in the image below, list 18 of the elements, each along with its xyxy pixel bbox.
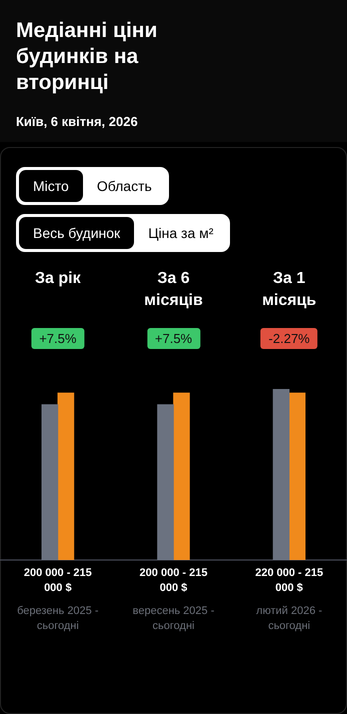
chart-title: Медіанні ціни будинків на вторинці <box>16 18 158 96</box>
text: 200 000 - 215 000 $ <box>22 566 93 596</box>
text: +7.5% <box>146 328 200 349</box>
text: березень 2025 - сьогодні <box>16 604 100 634</box>
text: -2.27% <box>260 328 318 349</box>
text: 220 000 - 215 000 $ <box>254 566 324 596</box>
x-tick-label: За 6 місяців <box>143 269 204 311</box>
text: Весь будинок <box>19 217 134 249</box>
chart-subtitle: Київ, 6 квітня, 2026 <box>16 114 138 129</box>
text: Область <box>96 177 153 196</box>
text: вересень 2025 - сьогодні <box>132 604 216 634</box>
x-tick-label: За 1 місяць <box>261 269 318 311</box>
text: Місто <box>19 170 83 202</box>
text: Ціна за м² <box>147 224 214 243</box>
text: 200 000 - 215 000 $ <box>138 566 208 596</box>
text: лютий 2026 - сьогодні <box>255 604 324 634</box>
x-tick-label: За рік <box>34 269 82 289</box>
text: +7.5% <box>31 328 84 349</box>
